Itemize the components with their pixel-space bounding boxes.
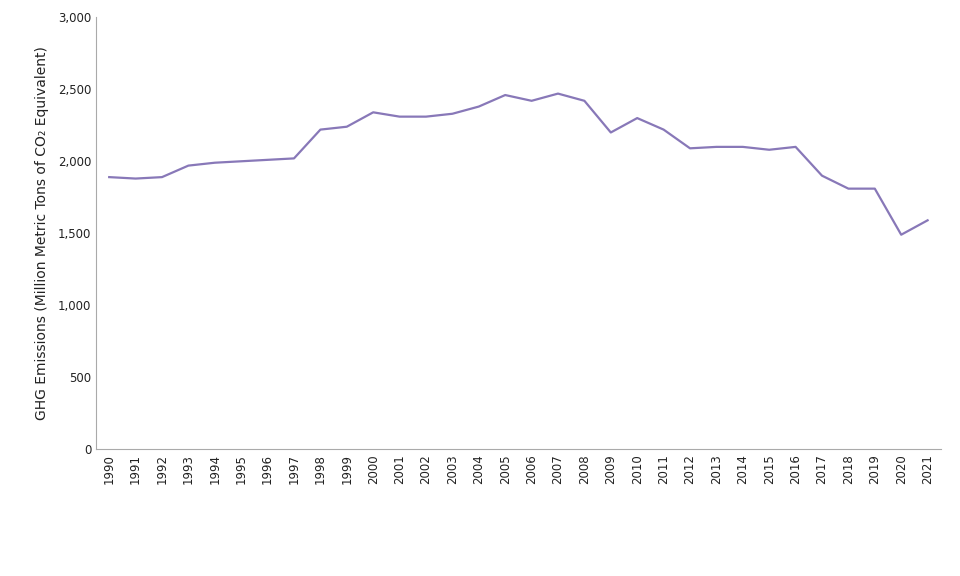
Y-axis label: GHG Emissions (Million Metric Tons of CO₂ Equivalent): GHG Emissions (Million Metric Tons of CO… [36,46,49,420]
